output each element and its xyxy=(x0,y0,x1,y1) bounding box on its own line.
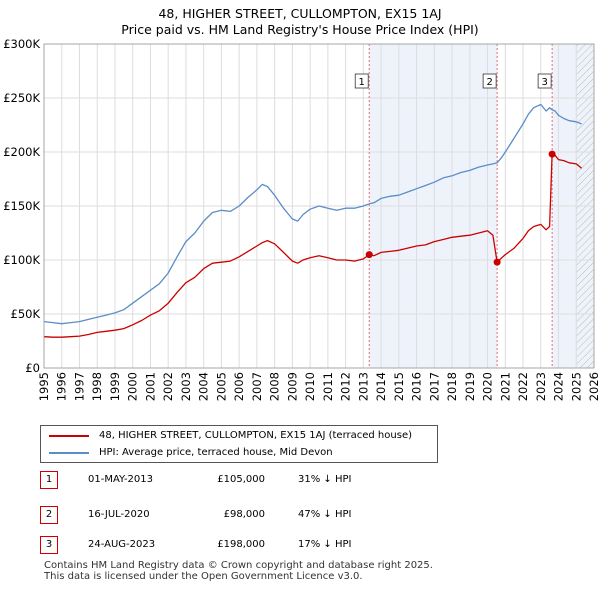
transaction-date: 16-JUL-2020 xyxy=(88,509,150,520)
x-tick-label: 2018 xyxy=(445,372,459,401)
x-tick-label: 1999 xyxy=(108,372,122,401)
x-tick-label: 2017 xyxy=(427,372,441,401)
transaction-hpi-diff: 17% ↓ HPI xyxy=(298,539,352,550)
sale-point-2 xyxy=(493,258,501,266)
chart-subtitle: Price paid vs. HM Land Registry's House … xyxy=(121,22,479,37)
x-tick-label: 2021 xyxy=(498,372,512,401)
chart-legend: 48, HIGHER STREET, CULLOMPTON, EX15 1AJ … xyxy=(40,425,438,463)
transaction-marker-3: 3 xyxy=(40,536,58,554)
x-tick-label: 2003 xyxy=(179,372,193,401)
annotation-box-1 xyxy=(354,73,369,89)
y-tick-label: £250K xyxy=(3,91,40,105)
x-tick-label: 2009 xyxy=(285,372,299,401)
x-tick-label: 2014 xyxy=(374,372,388,401)
transaction-hpi-diff: 47% ↓ HPI xyxy=(298,509,352,520)
legend-label-property: 48, HIGHER STREET, CULLOMPTON, EX15 1AJ … xyxy=(99,430,412,441)
sale-point-1 xyxy=(365,251,373,259)
x-tick-label: 2010 xyxy=(303,372,317,401)
x-tick-label: 2016 xyxy=(410,372,424,401)
x-tick-label: 2020 xyxy=(481,372,495,401)
x-tick-label: 2023 xyxy=(534,372,548,401)
hpi-series-line xyxy=(43,103,582,325)
legend-swatch-hpi xyxy=(49,452,89,454)
y-tick-label: £150K xyxy=(3,199,40,213)
transaction-price: £98,000 xyxy=(223,509,265,520)
annotation-label-1: 1 xyxy=(359,77,365,88)
price-chart: 1 2 3 £0 £50K £100K £150K £200K £250K £300K 1995 19… xyxy=(3,37,600,401)
x-tick-label: 1997 xyxy=(72,372,86,401)
annotation-label-3: 3 xyxy=(541,77,547,88)
x-tick-label: 2001 xyxy=(143,372,157,401)
transaction-marker-2: 2 xyxy=(40,506,58,524)
transaction-hpi-diff: 31% ↓ HPI xyxy=(298,474,352,485)
transaction-date: 01-MAY-2013 xyxy=(88,474,154,485)
x-tick-label: 1998 xyxy=(90,372,104,401)
x-tick-label: 2015 xyxy=(392,372,406,401)
y-tick-label: £300K xyxy=(3,37,40,51)
y-tick-label: £200K xyxy=(3,145,40,159)
x-tick-label: 2019 xyxy=(463,372,477,401)
x-tick-label: 2024 xyxy=(552,372,566,401)
footer-copyright: Contains HM Land Registry data © Crown c… xyxy=(44,560,433,571)
x-tick-label: 2013 xyxy=(356,372,370,401)
footer-license: This data is licensed under the Open Gov… xyxy=(44,571,363,582)
property-series-line xyxy=(43,153,583,338)
transaction-date: 24-AUG-2023 xyxy=(88,539,156,550)
x-tick-label: 1996 xyxy=(55,372,69,401)
x-tick-label: 2008 xyxy=(268,372,282,401)
plot-frame xyxy=(43,43,595,369)
x-tick-label: 2011 xyxy=(321,372,335,401)
transaction-price: £105,000 xyxy=(217,474,265,485)
legend-label-hpi: HPI: Average price, terraced house, Mid … xyxy=(99,447,333,458)
x-tick-label: 1995 xyxy=(37,372,51,401)
annotation-box-2 xyxy=(482,73,497,89)
legend-swatch-property xyxy=(49,435,89,437)
x-tick-label: 2000 xyxy=(126,372,140,401)
x-tick-label: 2006 xyxy=(232,372,246,401)
chart-title: 48, HIGHER STREET, CULLOMPTON, EX15 1AJ xyxy=(158,6,442,21)
x-tick-label: 2026 xyxy=(587,372,600,401)
x-tick-label: 2004 xyxy=(197,372,211,401)
y-tick-label: £100K xyxy=(3,253,40,267)
annotation-box-3 xyxy=(537,73,552,89)
transaction-price: £198,000 xyxy=(217,539,265,550)
y-tick-label: £50K xyxy=(11,307,41,321)
footer: Contains HM Land Registry data © Crown c… xyxy=(44,560,433,582)
x-tick-label: 2012 xyxy=(339,372,353,401)
transaction-marker-1: 1 xyxy=(40,471,58,489)
annotation-label-2: 2 xyxy=(486,77,492,88)
x-tick-label: 2007 xyxy=(250,372,264,401)
x-tick-label: 2005 xyxy=(214,372,228,401)
x-tick-label: 2025 xyxy=(569,372,583,401)
x-tick-label: 2002 xyxy=(161,372,175,401)
x-tick-label: 2022 xyxy=(516,372,530,401)
sale-point-3 xyxy=(548,150,556,158)
y-tick-label: £0 xyxy=(25,361,40,375)
